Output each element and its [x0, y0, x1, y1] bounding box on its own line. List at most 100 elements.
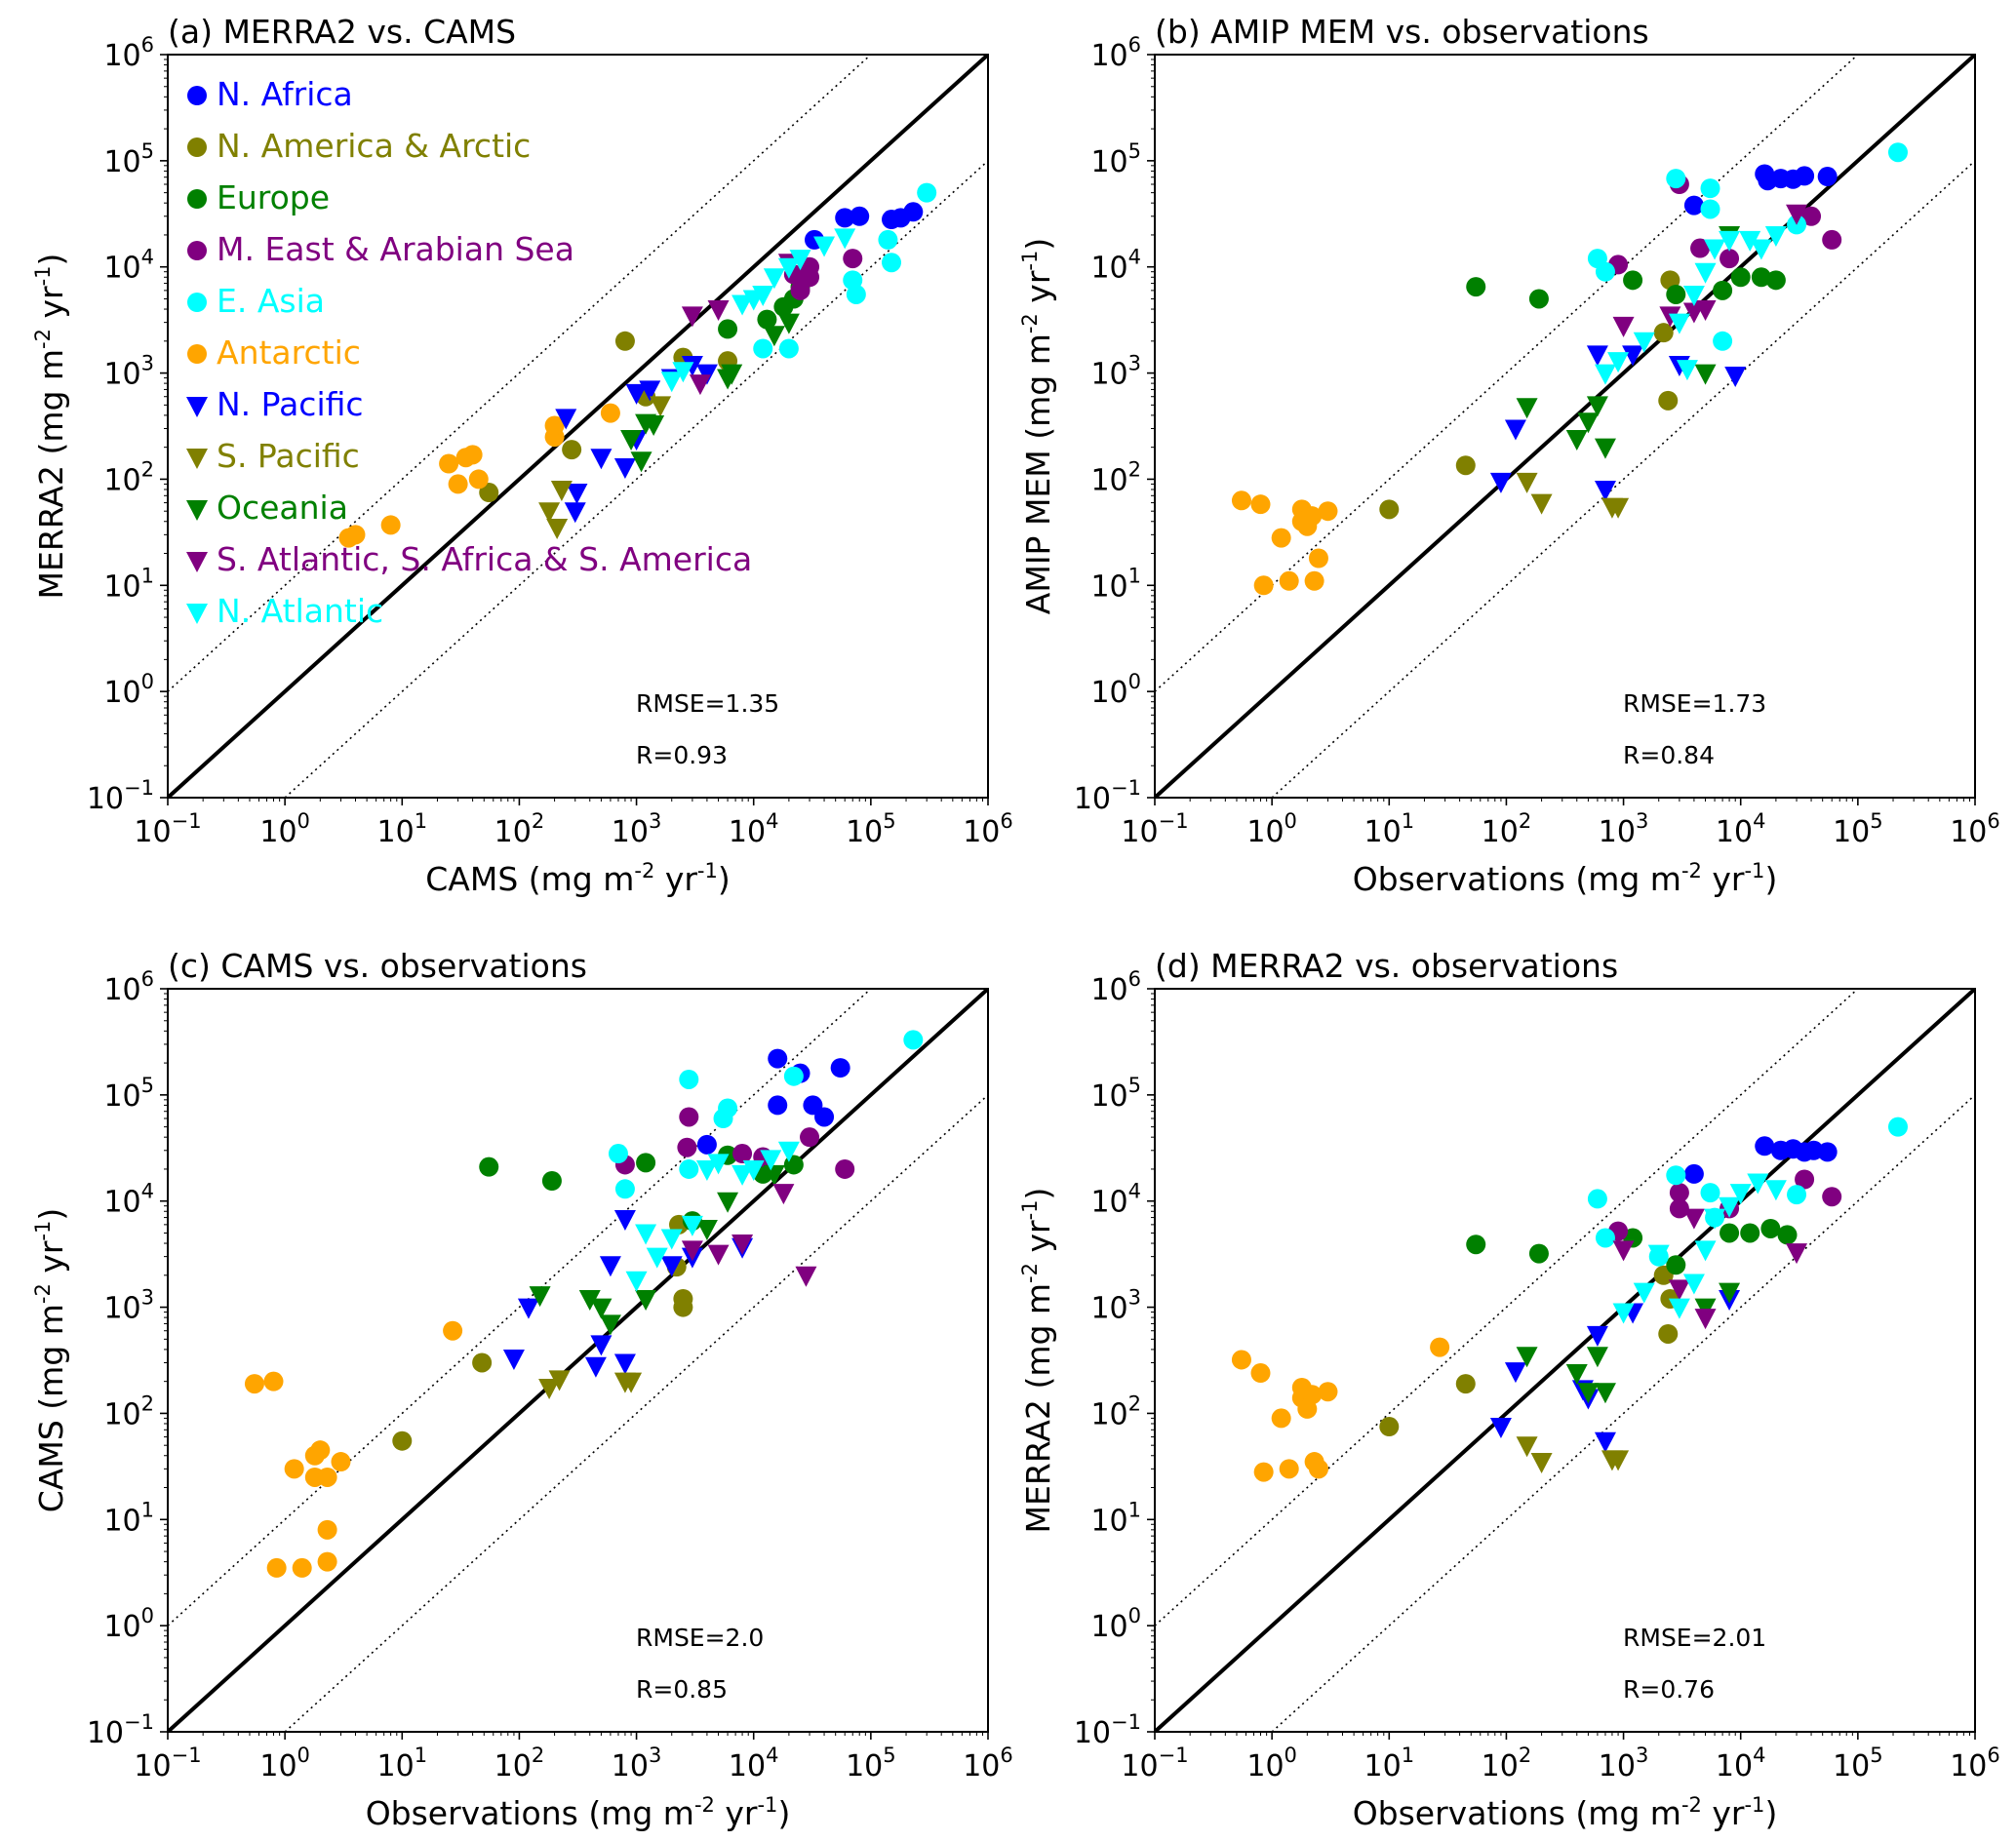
point-n-america-arctic [1455, 1374, 1476, 1394]
point-antarctic [1250, 1363, 1271, 1384]
y-tick-label: 104 [1090, 1180, 1141, 1220]
point-antarctic [448, 474, 468, 494]
panel-c: 10−110−1 100 100 101 101 102 102 103 103 104 104 10… [31, 947, 1013, 1832]
point-s-pacific [538, 1378, 561, 1399]
point-n-africa [768, 1048, 788, 1069]
point-s-atlantic-s-africa-s-america [1694, 300, 1717, 322]
point-europe [636, 1153, 656, 1173]
point-n-africa [850, 206, 870, 226]
point-n-pacific [695, 364, 718, 385]
point-n-pacific [1489, 1418, 1512, 1439]
rmse-label: RMSE=1.73 [1623, 689, 1766, 718]
y-tick-label: 104 [103, 1180, 154, 1220]
point-n-atlantic [1704, 239, 1726, 260]
point-n-pacific [681, 355, 703, 376]
point-europe [1528, 1243, 1549, 1264]
point-n-atlantic [1612, 1303, 1635, 1324]
one-to-one-line [168, 989, 988, 1732]
point-oceania [635, 1289, 657, 1311]
point-n-atlantic [1647, 1244, 1670, 1266]
point-oceania [1694, 1298, 1717, 1319]
point-n-atlantic [763, 268, 785, 290]
x-tick-label: 104 [1716, 1744, 1766, 1783]
legend-marker [187, 137, 207, 157]
legend-label: N. America & Arctic [217, 127, 531, 165]
point-e-asia [1700, 178, 1720, 199]
legend-label: E. Asia [217, 282, 325, 320]
x-axis-label: CAMS (mg m-2 yr-1) [425, 859, 731, 898]
point-n-atlantic [1764, 1180, 1787, 1201]
point-s-atlantic-s-africa-s-america [795, 1266, 817, 1287]
point-m-east-arabian-sea [1822, 229, 1842, 250]
point-e-asia [1887, 1117, 1908, 1137]
point-n-atlantic [695, 1159, 718, 1181]
factor-10-lower-line [284, 1094, 988, 1732]
point-n-atlantic [646, 1247, 668, 1269]
point-n-atlantic [777, 257, 800, 279]
point-n-pacific [502, 1349, 525, 1370]
point-antarctic [1302, 1385, 1323, 1405]
axes-frame [1154, 54, 1976, 799]
point-oceania [1594, 1383, 1616, 1404]
point-n-pacific [1594, 1431, 1616, 1453]
point-oceania [620, 430, 643, 451]
point-e-asia [1700, 199, 1720, 219]
point-n-atlantic [1633, 1282, 1655, 1304]
point-s-pacific [1516, 1436, 1538, 1458]
point-e-asia [753, 338, 773, 359]
point-antarctic [439, 453, 459, 474]
y-tick-label: 102 [1090, 457, 1141, 497]
point-europe [1713, 280, 1733, 300]
point-n-africa [1683, 1163, 1704, 1184]
point-n-africa [1683, 195, 1704, 216]
y-tick-label: 105 [103, 139, 154, 179]
point-s-pacific [548, 1370, 571, 1391]
r-label: R=0.85 [636, 1675, 728, 1704]
point-n-america-arctic [1653, 323, 1674, 343]
factor-10-upper-line [168, 55, 872, 692]
legend-marker [186, 449, 208, 469]
point-antarctic [1231, 1350, 1251, 1370]
x-tick-label: 105 [846, 1744, 896, 1783]
point-europe [718, 319, 738, 339]
x-tick-label: 102 [494, 1744, 545, 1783]
point-n-america-arctic [1455, 455, 1476, 476]
point-oceania [529, 1286, 551, 1308]
point-antarctic [443, 1320, 463, 1341]
point-oceania [721, 364, 743, 385]
point-europe [1528, 289, 1549, 309]
point-n-pacific [1724, 366, 1747, 387]
point-n-africa [835, 208, 855, 228]
point-n-pacific [1504, 419, 1526, 441]
point-antarctic [263, 1371, 284, 1391]
r-label: R=0.76 [1623, 1675, 1715, 1704]
point-antarctic [1231, 490, 1251, 511]
point-s-pacific [650, 396, 672, 417]
point-n-america-arctic [1379, 499, 1400, 520]
point-n-atlantic [635, 1224, 657, 1245]
point-m-east-arabian-sea [843, 249, 863, 269]
plot-area [168, 989, 988, 1732]
y-tick-label: 101 [1090, 1498, 1141, 1538]
point-s-atlantic-s-africa-s-america [1668, 1279, 1690, 1301]
x-tick-label: 10−1 [134, 1744, 201, 1783]
point-antarctic [1308, 548, 1328, 568]
factor-10-lower-line [1271, 160, 1975, 798]
point-s-atlantic-s-africa-s-america [707, 300, 730, 322]
point-antarctic [600, 403, 620, 423]
point-n-atlantic [1764, 225, 1787, 247]
factor-10-lower-line [284, 160, 988, 798]
y-axis-label: MERRA2 (mg m-2 yr-1) [1018, 1188, 1057, 1534]
factor-10-upper-line [1155, 989, 1859, 1626]
legend-marker [187, 344, 207, 364]
point-n-pacific [1594, 480, 1616, 501]
point-m-east-arabian-sea [1795, 1169, 1815, 1190]
point-oceania [1594, 438, 1616, 459]
x-tick-label: 100 [1246, 809, 1297, 849]
x-tick-label: 100 [1246, 1744, 1297, 1783]
legend-label: N. Atlantic [217, 592, 383, 630]
point-oceania [1719, 1282, 1741, 1304]
one-to-one-line [168, 55, 988, 798]
x-tick-label: 103 [1599, 809, 1649, 849]
point-e-asia [1595, 1228, 1615, 1248]
